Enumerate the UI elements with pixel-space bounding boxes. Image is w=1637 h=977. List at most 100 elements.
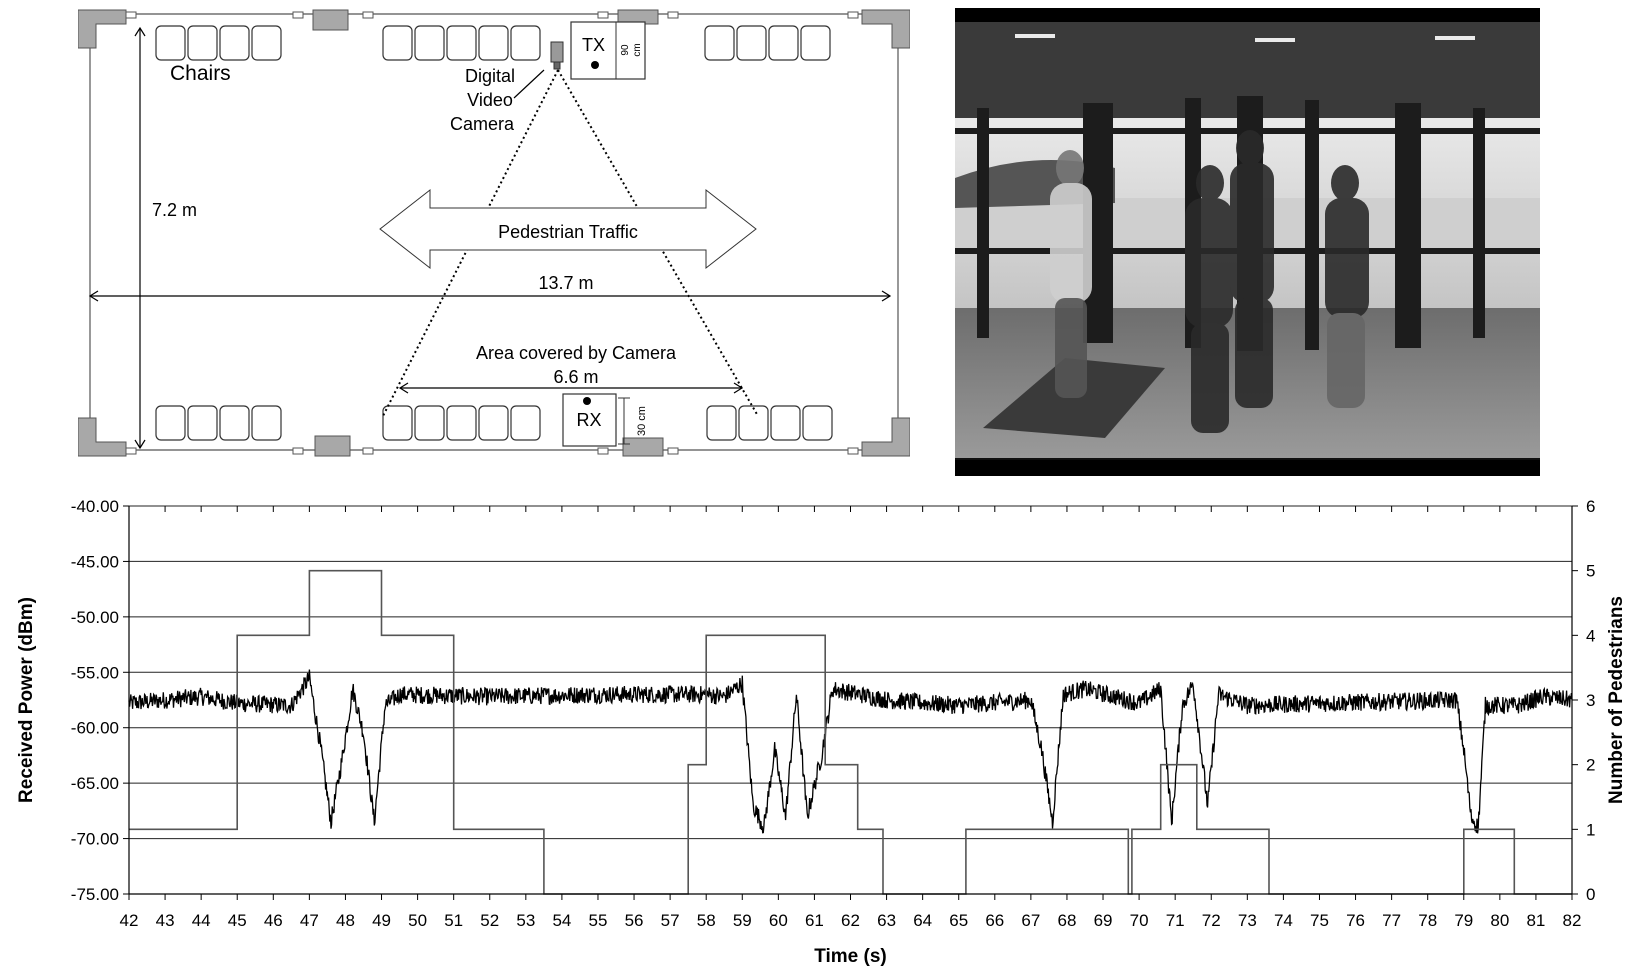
x-tick-label: 59 (733, 911, 752, 930)
x-tick-label: 49 (372, 911, 391, 930)
chair (478, 25, 509, 61)
x-tick-label: 46 (264, 911, 283, 930)
chair (155, 25, 186, 61)
x-axis-title: Time (s) (814, 946, 887, 967)
tx-antenna-dot (591, 61, 599, 69)
corner-column-bottom-left (78, 417, 127, 457)
y-tick-label: -45.00 (71, 552, 119, 571)
width-label: 13.7 m (538, 273, 593, 293)
x-tick-label: 81 (1526, 911, 1545, 930)
tx-dimension-unit: cm (632, 43, 643, 56)
x-tick-label: 51 (444, 911, 463, 930)
chair (446, 405, 477, 441)
rx-box (562, 393, 617, 447)
camera-leader-line (513, 69, 545, 99)
chair (510, 405, 541, 441)
chair (219, 25, 250, 61)
received-power-chart: -40.00 -45.00 -50.00 -55.00 -60.00 -65.00 -70.… (16, 497, 1627, 967)
chairs-label: Chairs (170, 62, 231, 85)
x-tick-label: 45 (228, 911, 247, 930)
wall-columns (78, 9, 910, 457)
x-tick-label: 75 (1310, 911, 1329, 930)
x-tick-label: 68 (1057, 911, 1076, 930)
x-tick-label: 82 (1563, 911, 1582, 930)
x-tick-label: 78 (1418, 911, 1437, 930)
chair (478, 405, 509, 441)
chair-rows (155, 25, 833, 441)
x-tick-label: 42 (120, 911, 139, 930)
y-tick-label: -40.00 (71, 497, 119, 516)
chair (382, 25, 413, 61)
tx-box (570, 21, 646, 80)
y-tick-label: -50.00 (71, 608, 119, 627)
width-dimension-arrow (88, 290, 892, 302)
y2-tick-label: 5 (1586, 562, 1595, 581)
camera-label-line-1: Digital (465, 66, 515, 86)
camera-icon (550, 41, 564, 63)
y2-tick-label: 2 (1586, 756, 1595, 775)
rx-antenna-dot (583, 397, 591, 405)
chart-labels: -40.00 -45.00 -50.00 -55.00 -60.00 -65.00 -70.… (16, 497, 1627, 967)
chair (219, 405, 250, 441)
x-tick-label: 62 (841, 911, 860, 930)
series-line-pedestrians (129, 569, 1572, 895)
rx-label: RX (576, 410, 601, 430)
camera-label-line-2: Video (467, 90, 513, 110)
rx-dimension: 30 cm (636, 406, 648, 436)
area-label: Area covered by Camera (476, 343, 677, 363)
y-tick-label: -55.00 (71, 663, 119, 682)
x-tick-label: 47 (300, 911, 319, 930)
coverage-dimension-arrow (398, 382, 744, 394)
x-tick-label: 80 (1490, 911, 1509, 930)
x-tick-label: 66 (985, 911, 1004, 930)
x-tick-label: 53 (516, 911, 535, 930)
chart-series (128, 569, 1573, 895)
chair (770, 405, 801, 441)
chair (510, 25, 541, 61)
pedestrian-silhouettes (1050, 130, 1369, 433)
x-tick-label: 76 (1346, 911, 1365, 930)
x-tick-label: 60 (769, 911, 788, 930)
mid-column-bottom-right (622, 437, 664, 457)
chair (704, 25, 735, 61)
chair (802, 405, 833, 441)
height-dimension-arrow (134, 26, 146, 450)
y2-tick-label: 4 (1586, 626, 1595, 645)
tx-label: TX (582, 35, 605, 55)
y-tick-label: -70.00 (71, 830, 119, 849)
height-label: 7.2 m (152, 200, 197, 220)
chair (187, 25, 218, 61)
mid-column-bottom-left (314, 435, 351, 457)
chair (414, 25, 445, 61)
series-line-received-power (128, 669, 1573, 834)
chair (706, 405, 737, 441)
x-tick-label: 56 (625, 911, 644, 930)
x-tick-label: 54 (552, 911, 571, 930)
chair (155, 405, 186, 441)
y2-tick-label: 3 (1586, 691, 1595, 710)
x-tick-label: 44 (192, 911, 211, 930)
corner-column-top-right (861, 9, 910, 49)
x-tick-label: 70 (1130, 911, 1149, 930)
y2-axis-title: Number of Pedestrians (1606, 596, 1627, 804)
chair (414, 405, 445, 441)
y-axis-title: Received Power (dBm) (16, 597, 37, 803)
x-tick-label: 48 (336, 911, 355, 930)
x-tick-label: 64 (913, 911, 932, 930)
x-tick-label: 71 (1166, 911, 1185, 930)
x-tick-label: 58 (697, 911, 716, 930)
chair (187, 405, 218, 441)
x-tick-label: 57 (661, 911, 680, 930)
y2-tick-label: 1 (1586, 820, 1595, 839)
chair (800, 25, 831, 61)
chair (768, 25, 799, 61)
x-tick-label: 77 (1382, 911, 1401, 930)
y-tick-label: -75.00 (71, 885, 119, 904)
x-tick-label: 65 (949, 911, 968, 930)
x-tick-label: 50 (408, 911, 427, 930)
window-frames (125, 11, 859, 455)
chair (446, 25, 477, 61)
corner-column-top-left (78, 9, 127, 49)
x-tick-label: 43 (156, 911, 175, 930)
y-tick-label: -65.00 (71, 774, 119, 793)
